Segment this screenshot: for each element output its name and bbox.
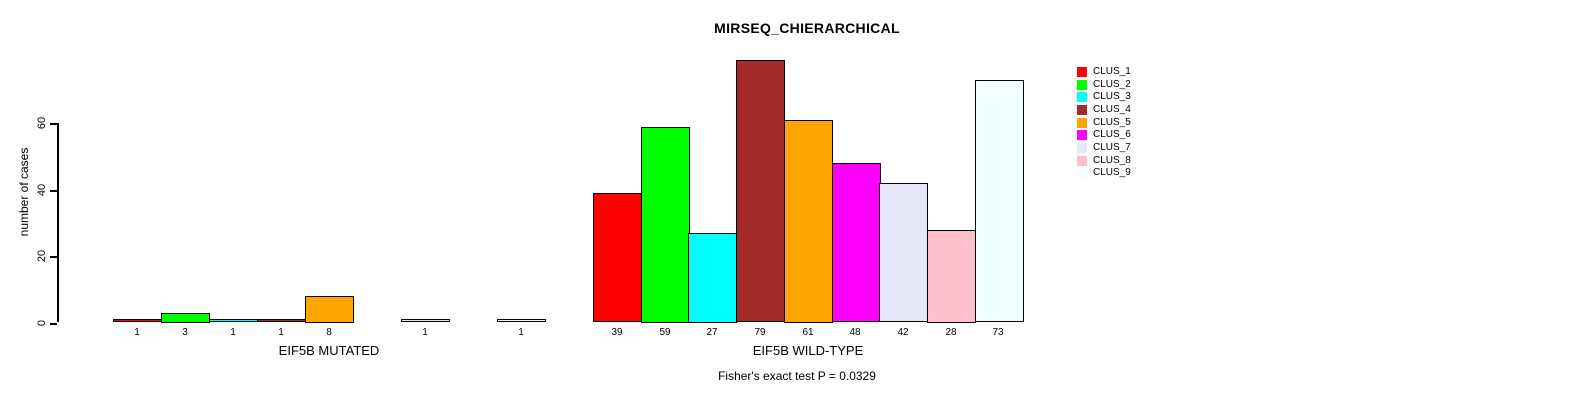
x-axis-label-mutated: EIF5B MUTATED bbox=[278, 343, 380, 358]
legend-swatch-icon bbox=[1077, 92, 1087, 102]
fisher-test-annotation: Fisher's exact test P = 0.0329 bbox=[718, 369, 876, 383]
legend-item: CLUS_1 bbox=[1077, 66, 1131, 78]
y-axis-tick-label: 40 bbox=[36, 183, 48, 197]
x-axis-label-wildtype: EIF5B WILD-TYPE bbox=[752, 343, 864, 358]
legend-label: CLUS_4 bbox=[1093, 104, 1131, 115]
bar-CLUS_3-eif5b-mutated bbox=[209, 319, 258, 322]
bar-CLUS_2-eif5b-mutated bbox=[161, 313, 210, 323]
bar-value-label: 28 bbox=[945, 327, 957, 338]
bar-value-label: 3 bbox=[182, 327, 188, 338]
legend-label: CLUS_5 bbox=[1093, 117, 1131, 128]
legend-label: CLUS_8 bbox=[1093, 155, 1131, 166]
legend-item: CLUS_2 bbox=[1077, 79, 1131, 91]
legend-label: CLUS_7 bbox=[1093, 142, 1131, 153]
bar-value-label: 42 bbox=[897, 327, 909, 338]
y-axis-tick-label: 60 bbox=[36, 116, 48, 130]
legend-item: CLUS_8 bbox=[1077, 155, 1131, 167]
y-axis-tick bbox=[50, 256, 57, 258]
legend-item: CLUS_5 bbox=[1077, 117, 1131, 129]
bar-value-label: 61 bbox=[802, 327, 814, 338]
bar-CLUS_8-eif5b-wild-type bbox=[927, 230, 976, 323]
legend-item: CLUS_9 bbox=[1077, 167, 1131, 179]
bar-CLUS_1-eif5b-mutated bbox=[113, 319, 162, 322]
legend-label: CLUS_2 bbox=[1093, 79, 1131, 90]
bar-value-label: 1 bbox=[518, 327, 524, 338]
bar-CLUS_7-eif5b-mutated bbox=[401, 319, 450, 322]
bar-value-label: 1 bbox=[278, 327, 284, 338]
bar-value-label: 73 bbox=[992, 327, 1004, 338]
bar-CLUS_5-eif5b-wild-type bbox=[784, 120, 833, 323]
y-axis-tick bbox=[50, 123, 57, 125]
bar-value-label: 1 bbox=[134, 327, 140, 338]
bar-CLUS_1-eif5b-wild-type bbox=[593, 193, 642, 322]
legend-item: CLUS_7 bbox=[1077, 142, 1131, 154]
bar-value-label: 1 bbox=[230, 327, 236, 338]
legend-label: CLUS_6 bbox=[1093, 129, 1131, 140]
bar-CLUS_6-eif5b-wild-type bbox=[832, 163, 881, 322]
legend-label: CLUS_9 bbox=[1093, 167, 1131, 178]
bar-CLUS_3-eif5b-wild-type bbox=[688, 233, 737, 323]
bar-value-label: 48 bbox=[849, 327, 861, 338]
legend-swatch-icon bbox=[1077, 80, 1087, 90]
bar-CLUS_9-eif5b-wild-type bbox=[975, 80, 1024, 322]
legend-swatch-icon bbox=[1077, 168, 1087, 178]
bar-CLUS_7-eif5b-wild-type bbox=[879, 183, 928, 322]
legend-item: CLUS_6 bbox=[1077, 129, 1131, 141]
legend-swatch-icon bbox=[1077, 105, 1087, 115]
chart-title: MIRSEQ_CHIERARCHICAL bbox=[714, 20, 900, 36]
legend-swatch-icon bbox=[1077, 143, 1087, 153]
bar-value-label: 1 bbox=[422, 327, 428, 338]
bar-CLUS_2-eif5b-wild-type bbox=[641, 127, 690, 323]
bar-value-label: 8 bbox=[326, 327, 332, 338]
legend-label: CLUS_3 bbox=[1093, 91, 1131, 102]
legend-item: CLUS_3 bbox=[1077, 91, 1131, 103]
y-axis-line bbox=[57, 123, 59, 322]
legend-swatch-icon bbox=[1077, 118, 1087, 128]
legend-item: CLUS_4 bbox=[1077, 104, 1131, 116]
legend-label: CLUS_1 bbox=[1093, 66, 1131, 77]
bar-CLUS_4-eif5b-mutated bbox=[257, 319, 306, 322]
bar-value-label: 27 bbox=[706, 327, 718, 338]
bar-value-label: 59 bbox=[659, 327, 671, 338]
y-axis-tick-label: 20 bbox=[36, 249, 48, 263]
bar-value-label: 79 bbox=[754, 327, 766, 338]
y-axis-tick-label: 0 bbox=[36, 319, 48, 327]
bar-value-label: 39 bbox=[611, 327, 623, 338]
legend-swatch-icon bbox=[1077, 156, 1087, 166]
y-axis-title: number of cases bbox=[17, 147, 31, 237]
y-axis-tick bbox=[50, 323, 57, 325]
legend-swatch-icon bbox=[1077, 130, 1087, 140]
y-axis-tick bbox=[50, 190, 57, 192]
bar-CLUS_9-eif5b-mutated bbox=[497, 319, 546, 322]
legend-swatch-icon bbox=[1077, 67, 1087, 77]
bar-CLUS_4-eif5b-wild-type bbox=[736, 60, 785, 322]
bar-CLUS_5-eif5b-mutated bbox=[305, 296, 354, 323]
